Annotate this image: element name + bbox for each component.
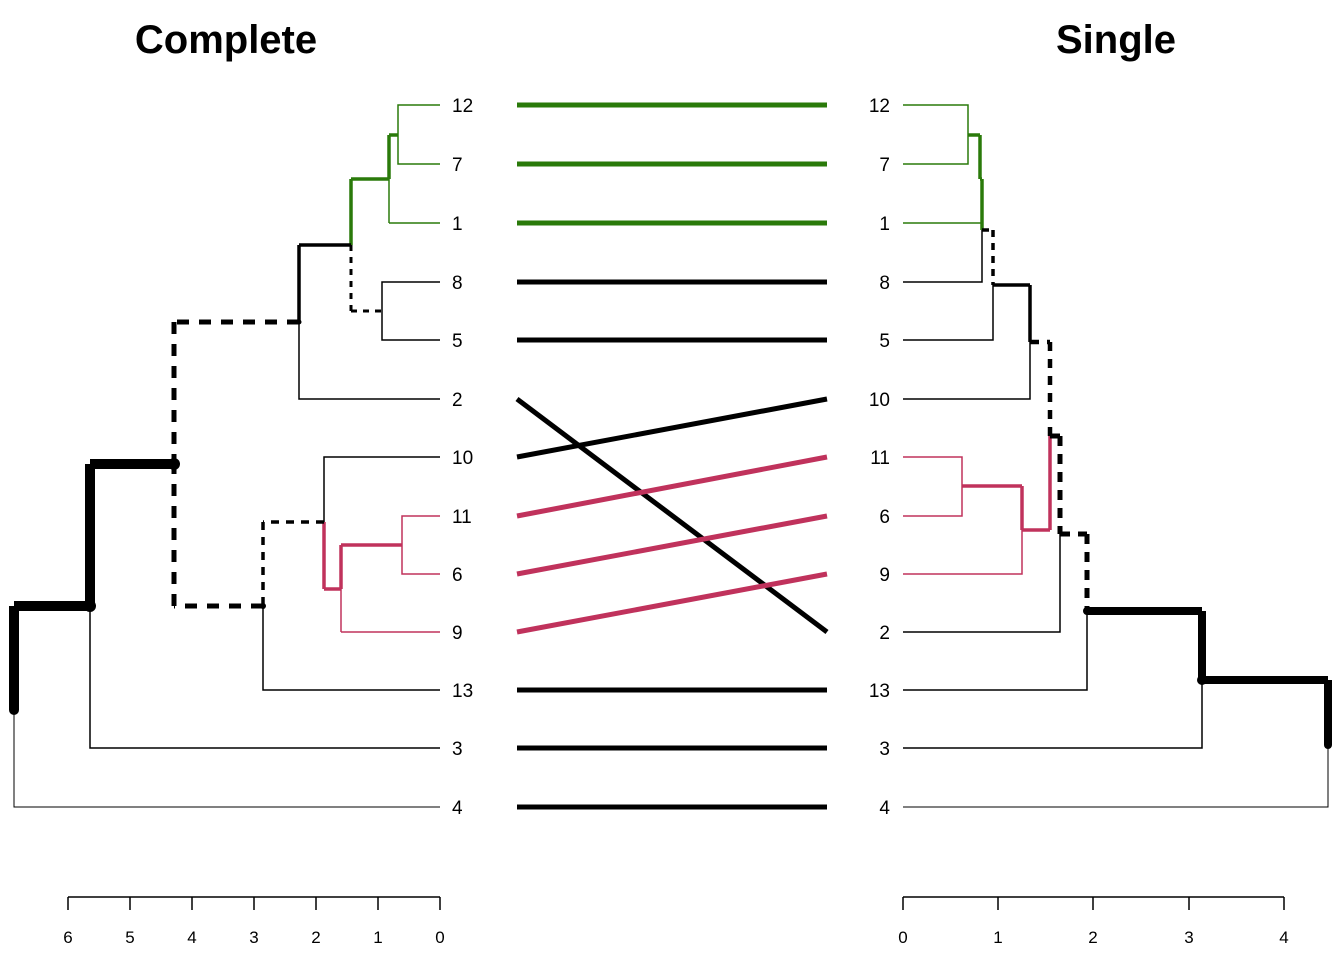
left-green-branches: [349, 133, 398, 245]
left-dashed-8-5: [349, 245, 382, 313]
left-pink-leaf-branches: [340, 515, 440, 633]
right-dendrogram: [903, 104, 1332, 808]
left-branch-3: [89, 606, 440, 749]
left-axis-tick-label: 4: [187, 928, 196, 947]
right-branch-5: [903, 285, 994, 341]
left-leaf-label: 13: [452, 681, 473, 702]
left-green-leaf-branches: [388, 104, 440, 224]
left-leaf-label: 3: [452, 739, 463, 760]
left-leaf-label: 9: [452, 623, 463, 644]
left-branch-13: [262, 606, 440, 691]
right-leaf-label: 12: [869, 96, 890, 117]
left-branch-root-join: [9, 459, 174, 710]
right-branch-2: [903, 534, 1061, 633]
right-axis: [902, 896, 1285, 910]
connector-line: [516, 513, 828, 577]
right-branch-upper-join: [993, 283, 1032, 342]
left-axis-tick-label: 6: [63, 928, 72, 947]
left-dendrogram: [9, 104, 440, 808]
left-leaf-label: 10: [452, 448, 473, 469]
left-dashed-upper: [171, 319, 299, 464]
left-branch-2: [298, 322, 440, 400]
right-green-leaf-branches: [903, 104, 983, 230]
left-leaf-label: 12: [452, 96, 473, 117]
right-leaf-label: 2: [879, 623, 890, 644]
left-axis-tick-label: 3: [249, 928, 258, 947]
right-dashed-8: [982, 228, 995, 285]
right-dashed-lower: [1050, 433, 1090, 611]
left-axis-labels: 6 5 4 3 2 1 0: [63, 928, 444, 947]
right-leaf-label: 10: [869, 390, 890, 411]
right-axis-tick-label: 4: [1279, 928, 1288, 947]
right-leaf-label: 3: [879, 739, 890, 760]
right-pink-branches: [962, 436, 1052, 532]
right-axis-labels: 0 1 2 3 4: [898, 928, 1288, 947]
right-title: Single: [1056, 18, 1176, 62]
left-axis-tick-label: 0: [435, 928, 444, 947]
right-axis-tick-label: 2: [1088, 928, 1097, 947]
right-branch-13: [903, 611, 1088, 691]
left-branch-upper-join: [297, 243, 351, 322]
left-axis-tick-label: 2: [311, 928, 320, 947]
connector-line: [516, 396, 828, 460]
left-branch-8-5: [381, 281, 440, 341]
right-leaf-label: 11: [870, 448, 890, 469]
connector-line: [516, 571, 828, 635]
right-branch-10: [903, 342, 1031, 400]
left-axis-tick-label: 5: [125, 928, 134, 947]
right-dashed-10: [1030, 339, 1053, 436]
left-axis: [67, 896, 441, 910]
left-dashed-lower: [171, 464, 263, 609]
left-branch-4: [13, 710, 440, 808]
left-title: Complete: [135, 18, 317, 62]
right-branch-3: [903, 680, 1203, 749]
right-branch-8: [903, 230, 983, 283]
left-node-dots: [9, 319, 302, 715]
right-green-branches: [968, 133, 984, 230]
left-leaf-label: 5: [452, 331, 463, 352]
right-node-dots: [1083, 607, 1332, 749]
left-branch-10: [323, 456, 440, 522]
right-leaf-label: 5: [879, 331, 890, 352]
right-leaf-label: 6: [879, 507, 890, 528]
left-leaf-label: 7: [452, 155, 463, 176]
right-leaf-label: 7: [879, 155, 890, 176]
right-axis-tick-label: 1: [993, 928, 1002, 947]
right-leaf-label: 9: [879, 565, 890, 586]
right-branch-4: [903, 745, 1329, 808]
right-axis-tick-label: 3: [1184, 928, 1193, 947]
left-leaf-label: 1: [452, 214, 463, 235]
right-leaf-label: 8: [879, 273, 890, 294]
left-leaf-label: 6: [452, 565, 463, 586]
right-leaf-labels: 12 7 1 8 5 10 11 6 9 2 13 3 4: [869, 96, 891, 819]
left-axis-tick-label: 1: [373, 928, 382, 947]
connector-line: [515, 397, 829, 634]
left-pink-branches: [322, 522, 402, 591]
right-axis-tick-label: 0: [898, 928, 907, 947]
right-leaf-label: 1: [879, 214, 890, 235]
left-leaf-label: 8: [452, 273, 463, 294]
left-dashed-10: [261, 520, 324, 606]
connector-line: [516, 454, 828, 519]
left-leaf-labels: 12 7 1 8 5 2 10 11 6 9 13 3 4: [452, 96, 473, 819]
left-leaf-label: 11: [452, 507, 472, 528]
left-leaf-label: 2: [452, 390, 463, 411]
left-leaf-label: 4: [452, 798, 463, 819]
right-leaf-label: 4: [879, 798, 890, 819]
right-leaf-label: 13: [869, 681, 890, 702]
right-branch-root-join: [1087, 607, 1332, 745]
connector-lines: [515, 102, 829, 810]
right-pink-leaf-branches: [903, 456, 1023, 575]
